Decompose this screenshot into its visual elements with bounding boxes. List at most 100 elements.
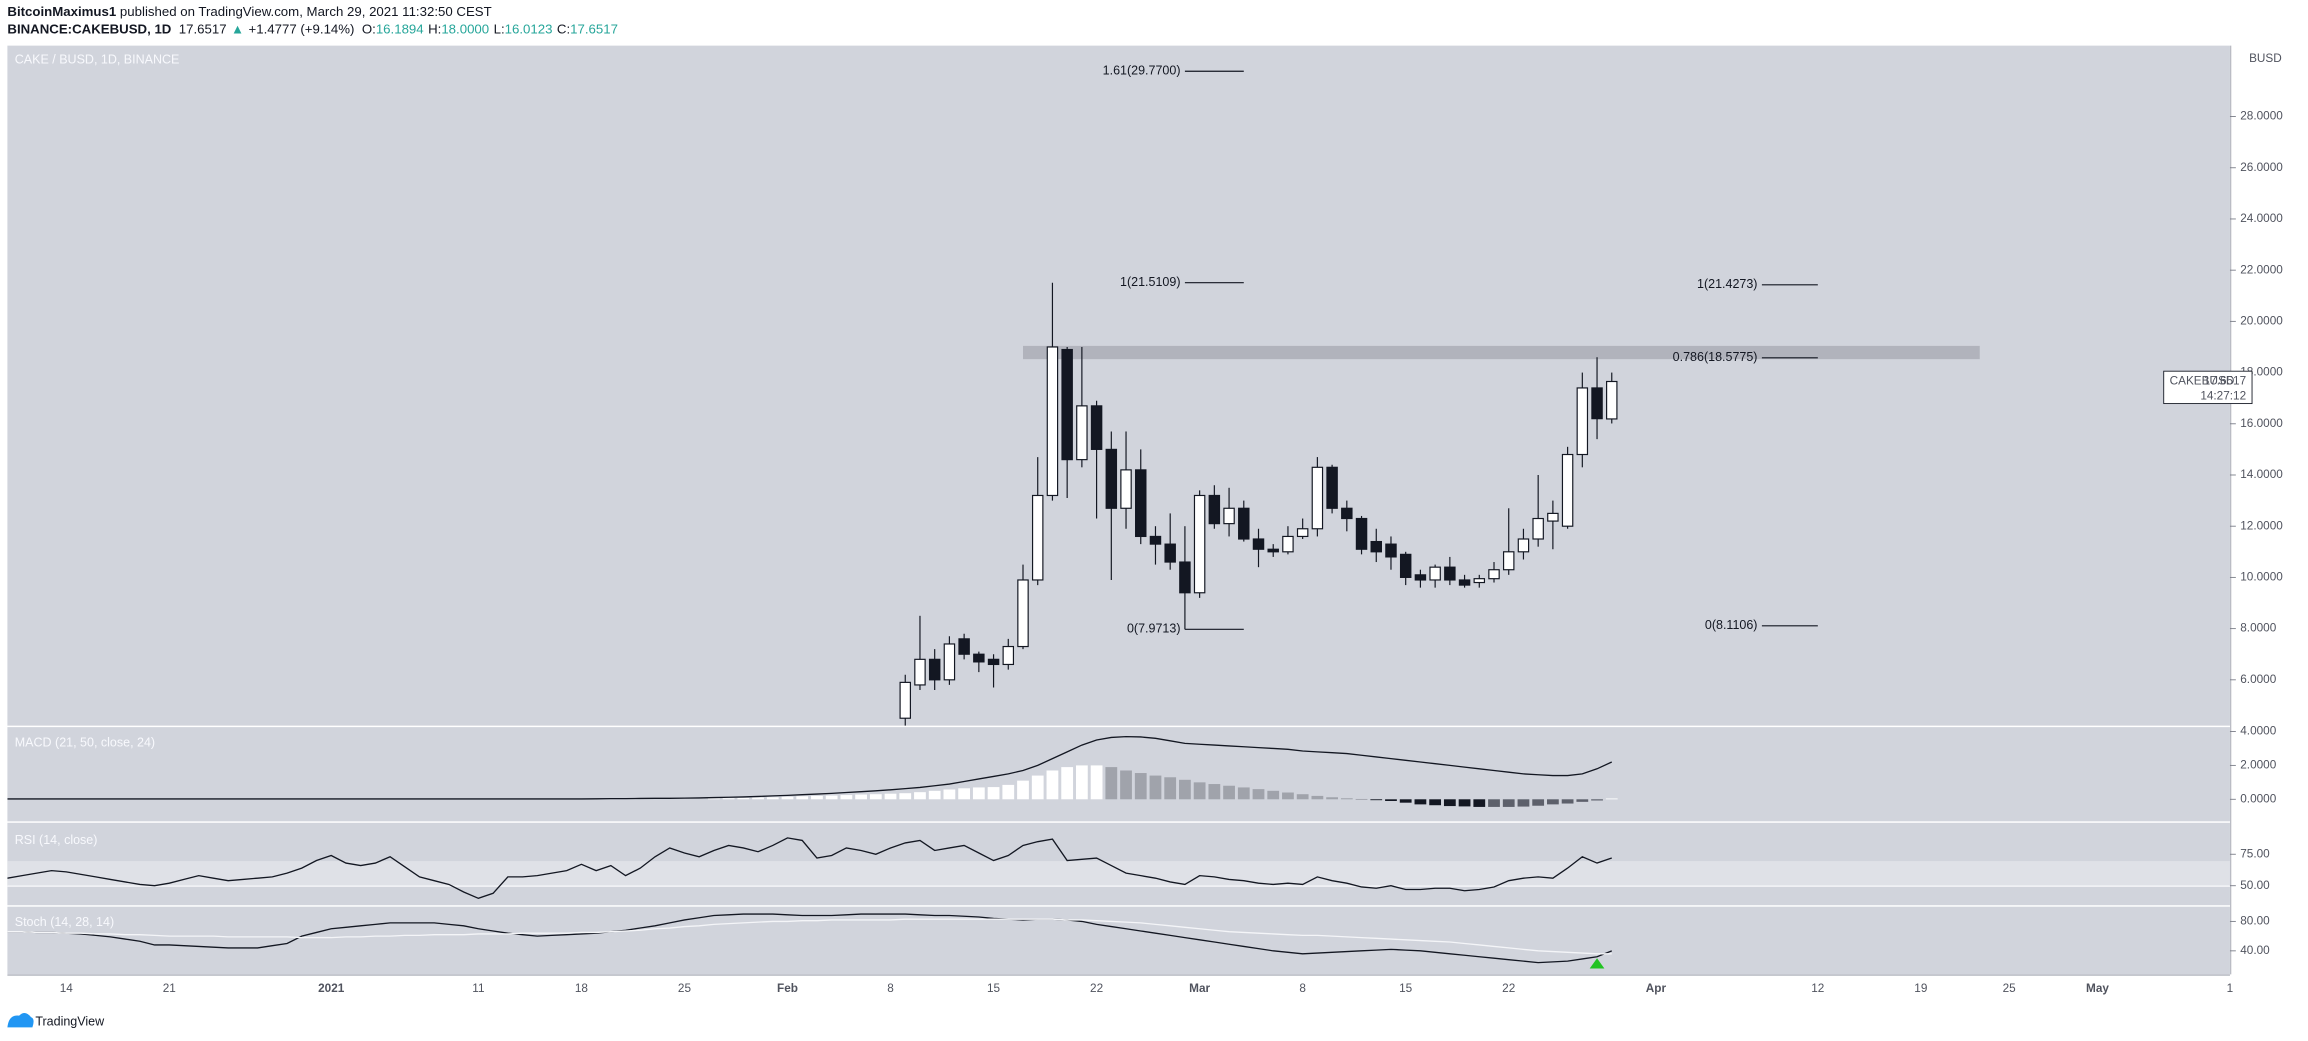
- y-tick-label: 6.0000: [2240, 673, 2276, 686]
- header-line: BitcoinMaximus1 published on TradingView…: [7, 3, 491, 18]
- x-tick-label: 8: [1299, 982, 1306, 995]
- histogram-bar: [1120, 770, 1132, 800]
- x-tick-label: May: [2086, 982, 2109, 995]
- candle-body: [1385, 543, 1397, 558]
- y-tick-label: 14.0000: [2240, 468, 2283, 481]
- x-tick-label: 25: [678, 982, 692, 995]
- candle-body: [1341, 507, 1353, 520]
- y-tick-label: 24.0000: [2240, 212, 2283, 225]
- indicator-line: [7, 913, 1613, 964]
- author: BitcoinMaximus1: [7, 3, 116, 18]
- histogram-bar: [708, 798, 720, 800]
- brand: TradingView: [35, 1015, 105, 1029]
- x-tick-label: 11: [472, 982, 484, 995]
- histogram-bar: [972, 787, 985, 800]
- histogram-bar: [722, 798, 735, 800]
- candle-body: [1179, 561, 1191, 594]
- histogram-bar: [1502, 799, 1515, 807]
- histogram-bar: [1075, 765, 1088, 800]
- histogram-bar: [1193, 782, 1206, 800]
- candle-body: [1517, 538, 1530, 553]
- candle-body: [1502, 551, 1515, 571]
- histogram-bar: [1179, 779, 1191, 800]
- x-tick-label: 15: [987, 982, 1001, 995]
- candle-body: [1076, 405, 1088, 461]
- histogram-bar: [796, 796, 809, 800]
- fib-label: 0.786(18.5775): [1673, 350, 1758, 364]
- fib-label: 1(21.4273): [1697, 277, 1757, 291]
- candle-body: [1120, 469, 1132, 509]
- histogram-bar: [1488, 799, 1500, 807]
- candle-body: [1399, 553, 1412, 578]
- symbol-line: BINANCE:CAKEBUSD, 1D 17.6517 ▲ +1.4777 (+9.…: [7, 21, 618, 36]
- y-tick-label: 50.00: [2240, 879, 2270, 892]
- histogram-bar: [928, 790, 941, 800]
- histogram-bar: [1546, 799, 1559, 805]
- x-tick-label: 14: [60, 982, 74, 995]
- histogram-bar: [1340, 798, 1353, 800]
- histogram-bar: [737, 797, 750, 800]
- candle-body: [1090, 405, 1103, 450]
- histogram-bar: [1164, 777, 1177, 800]
- y-tick-label: 16.0000: [2240, 417, 2283, 430]
- last: 17.6517: [179, 21, 227, 36]
- ohlc-value: 16.0123: [505, 21, 553, 36]
- candle-body: [1429, 566, 1441, 581]
- histogram-bar: [1061, 767, 1074, 800]
- y-tick-label: 8.0000: [2240, 622, 2276, 635]
- candle-body: [1282, 535, 1294, 553]
- histogram-bar: [1296, 794, 1309, 800]
- histogram-bar: [958, 788, 971, 800]
- candle-body: [958, 638, 970, 655]
- x-tick-label: 21: [163, 982, 176, 995]
- histogram-bar: [1208, 784, 1221, 800]
- last-price-symbol: CAKEBUSD: [2170, 375, 2235, 388]
- candle-body: [1002, 645, 1015, 666]
- x-tick-label: 22: [1090, 982, 1103, 995]
- x-tick-label: 18: [575, 982, 589, 995]
- candle-body: [914, 658, 926, 686]
- candle-body: [1591, 387, 1603, 420]
- candle-body: [1164, 543, 1176, 563]
- y-tick-label: 80.00: [2240, 915, 2270, 928]
- histogram-bar: [914, 792, 926, 800]
- histogram-bar: [1458, 799, 1471, 807]
- x-tick-label: 12: [1811, 982, 1824, 995]
- x-tick-label: 19: [1914, 982, 1927, 995]
- candle-body: [1311, 466, 1324, 530]
- change: +1.4777 (+9.14%): [249, 21, 355, 36]
- histogram-bar: [811, 795, 823, 800]
- ohlc-key: O:: [362, 21, 376, 36]
- candle-body: [1252, 538, 1265, 550]
- last-price-box: [2163, 370, 2253, 405]
- candle-body: [1031, 494, 1044, 581]
- candle-body: [1296, 528, 1309, 538]
- histogram-bar: [1576, 799, 1589, 802]
- arrow: ▲: [231, 21, 244, 36]
- histogram-bar: [855, 794, 867, 800]
- y-tick-label: 4.0000: [2240, 725, 2276, 738]
- histogram-bar: [1429, 799, 1442, 806]
- panel-background: [7, 45, 2230, 726]
- candle-body: [1473, 578, 1486, 584]
- panel-background: [7, 727, 2230, 822]
- ohlc-value: 16.1894: [376, 21, 424, 36]
- candle-body: [1105, 448, 1118, 509]
- candle-body: [1370, 540, 1382, 553]
- histogram-bar: [1532, 799, 1545, 806]
- candle-body: [1193, 494, 1206, 594]
- candle-body: [1135, 469, 1147, 538]
- candle-body: [1444, 566, 1456, 581]
- candle-body: [899, 681, 911, 719]
- histogram-bar: [987, 787, 1000, 800]
- histogram-bar: [1605, 798, 1618, 800]
- symbol: BINANCE:CAKEBUSD, 1D: [7, 21, 171, 36]
- panel-marks: [7, 735, 1618, 807]
- candle-body: [1061, 348, 1073, 461]
- candle-body: [1149, 535, 1162, 545]
- histogram-bar: [1561, 799, 1574, 804]
- ohlc-key: H:: [428, 21, 441, 36]
- candle-body: [1561, 453, 1574, 527]
- x-tick-label: 8: [887, 982, 894, 995]
